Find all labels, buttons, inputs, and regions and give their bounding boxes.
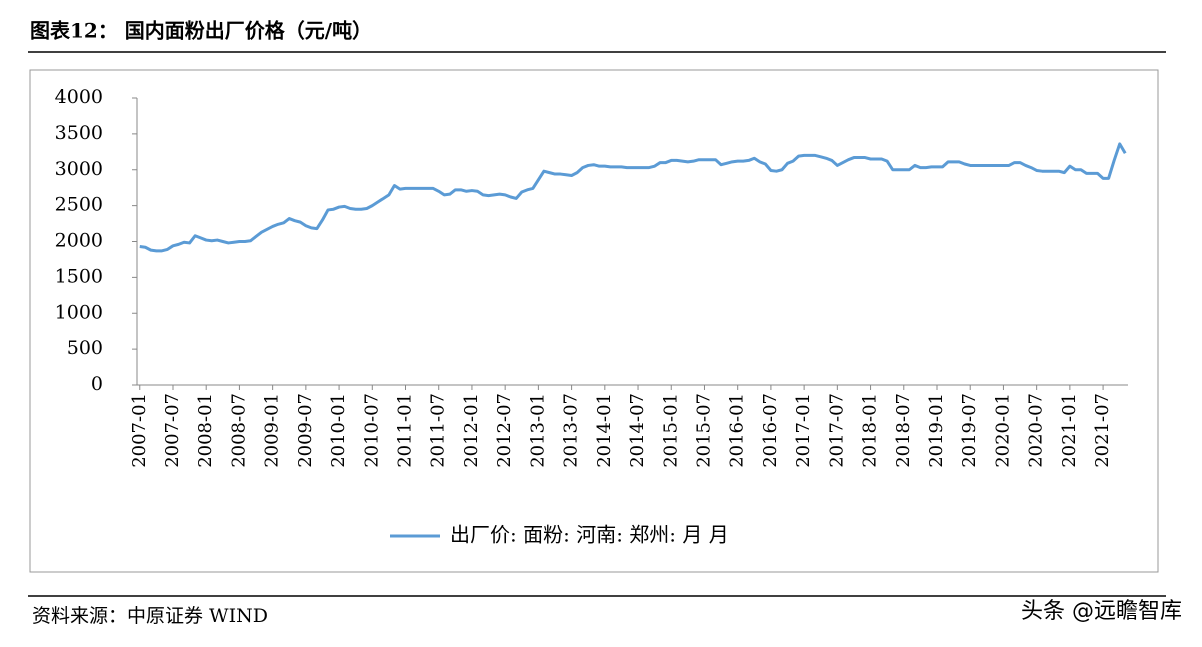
x-tick-label: 2014-07 (627, 393, 648, 468)
source: 资料来源：中原证券 WIND (32, 605, 268, 627)
y-tick-label: 0 (91, 373, 103, 395)
x-tick-label: 2012-01 (461, 393, 482, 468)
x-tick-label: 2012-07 (494, 393, 515, 468)
x-tick-label: 2011-01 (395, 393, 416, 468)
y-tick-label: 500 (67, 337, 103, 359)
x-tick-label: 2013-01 (527, 393, 548, 468)
x-tick-label: 2016-07 (760, 393, 781, 468)
x-tick-label: 2008-01 (195, 393, 216, 468)
chart-title: 图表12： 国内面粉出厂价格（元/吨） (30, 19, 372, 43)
x-tick-label: 2008-07 (228, 393, 249, 468)
y-tick-label: 2000 (55, 230, 103, 252)
x-tick-label: 2007-07 (162, 393, 183, 468)
y-tick-label: 1500 (55, 265, 103, 287)
x-tick-label: 2009-07 (295, 393, 316, 468)
x-tick-label: 2016-01 (727, 393, 748, 468)
y-tick-label: 4000 (55, 86, 103, 108)
x-tick-label: 2009-01 (262, 393, 283, 468)
x-tick-label: 2021-07 (1092, 393, 1113, 468)
y-tick-label: 3500 (55, 122, 103, 144)
x-tick-label: 2015-07 (693, 393, 714, 468)
x-tick-label: 2010-01 (328, 393, 349, 468)
x-tick-label: 2020-01 (992, 393, 1013, 468)
y-tick-label: 3000 (55, 158, 103, 180)
chart-frame (29, 69, 1159, 573)
x-tick-label: 2011-07 (428, 393, 449, 468)
x-tick-label: 2015-01 (660, 393, 681, 468)
legend-label: 出厂价: 面粉: 河南: 郑州: 月 月 (450, 523, 729, 547)
x-tick-label: 2007-01 (129, 393, 150, 468)
watermark: 头条 @远瞻智库 (1021, 599, 1182, 624)
x-tick-label: 2013-07 (561, 393, 582, 468)
x-tick-label: 2019-07 (959, 393, 980, 468)
x-tick-label: 2021-01 (1059, 393, 1080, 468)
x-tick-label: 2018-01 (860, 393, 881, 468)
x-tick-label: 2014-01 (594, 393, 615, 468)
x-tick-label: 2017-01 (793, 393, 814, 468)
x-tick-label: 2017-07 (826, 393, 847, 468)
x-tick-label: 2010-07 (361, 393, 382, 468)
y-tick-label: 2500 (55, 194, 103, 216)
x-tick-label: 2019-01 (926, 393, 947, 468)
y-tick-label: 1000 (55, 301, 103, 323)
x-tick-label: 2020-07 (1026, 393, 1047, 468)
x-tick-label: 2018-07 (893, 393, 914, 468)
series-line (139, 142, 1127, 253)
